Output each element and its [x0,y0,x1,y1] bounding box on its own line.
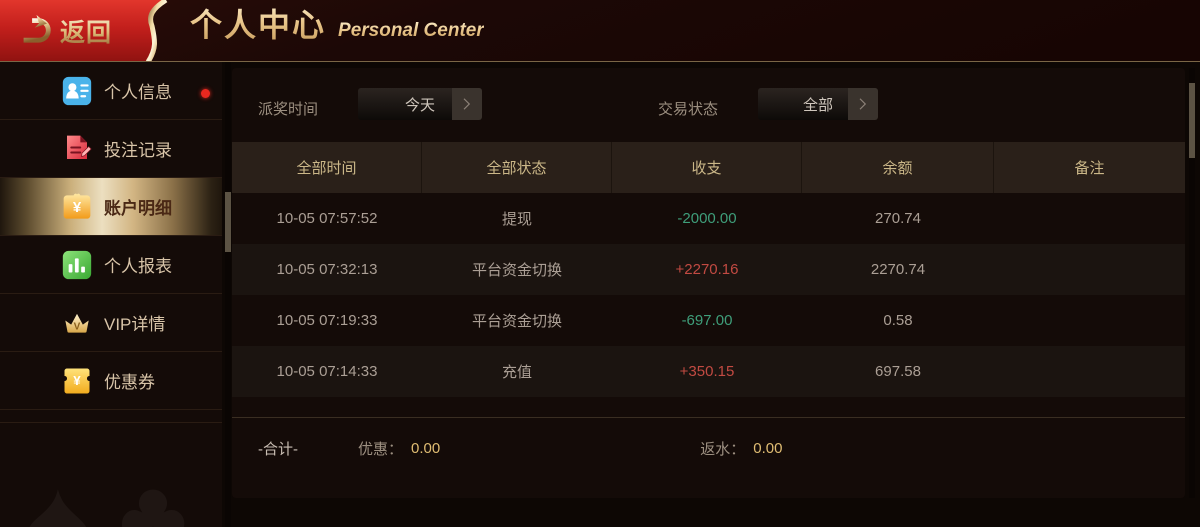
svg-text:¥: ¥ [73,199,82,216]
svg-text:♠: ♠ [24,451,93,527]
svg-text:♣: ♣ [119,459,187,527]
svg-text:¥: ¥ [73,373,81,388]
svg-text:V: V [74,321,81,332]
